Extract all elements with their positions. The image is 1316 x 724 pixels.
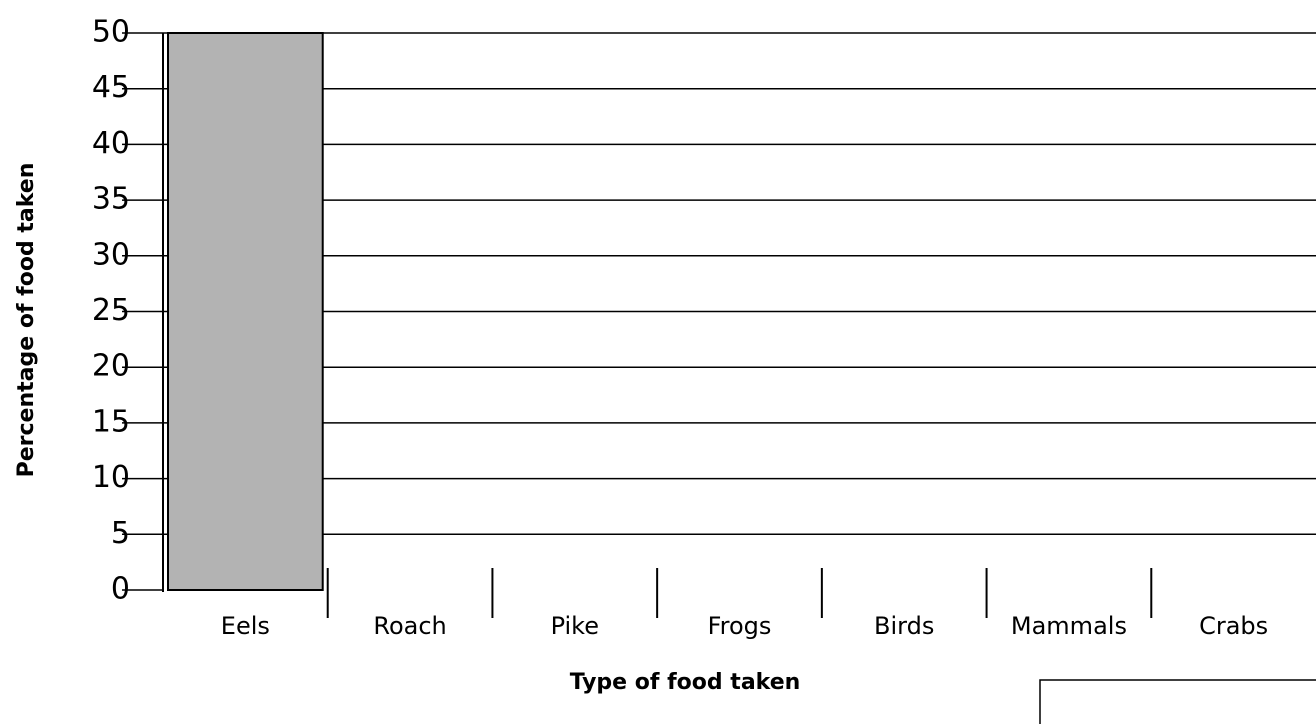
y-tick-label: 30	[92, 237, 130, 272]
x-tick-label: Pike	[551, 612, 599, 640]
x-tick-label: Mammals	[1011, 612, 1127, 640]
x-tick-label: Crabs	[1199, 612, 1268, 640]
x-tick-label: Roach	[373, 612, 446, 640]
picture-frame	[1040, 680, 1316, 724]
y-tick-label: 50	[92, 15, 130, 50]
x-tick-label: Frogs	[708, 612, 772, 640]
y-axis-title: Percentage of food taken	[14, 163, 39, 478]
x-tick-label: Birds	[874, 612, 934, 640]
y-tick-label: 40	[92, 126, 130, 161]
y-tick-label: 10	[92, 460, 130, 495]
y-tick-label: 15	[92, 404, 130, 439]
y-tick-label: 20	[92, 349, 130, 384]
chart: Type of food taken Percentage of food ta…	[0, 0, 1316, 724]
y-tick-label: 35	[92, 182, 130, 217]
y-tick-label: 5	[111, 516, 130, 551]
x-axis-title: Type of food taken	[570, 670, 801, 695]
x-tick-label: Eels	[221, 612, 270, 640]
y-tick-label: 45	[92, 70, 130, 105]
y-tick-label: 25	[92, 293, 130, 328]
y-tick-label: 0	[111, 572, 130, 607]
bar	[168, 33, 323, 590]
